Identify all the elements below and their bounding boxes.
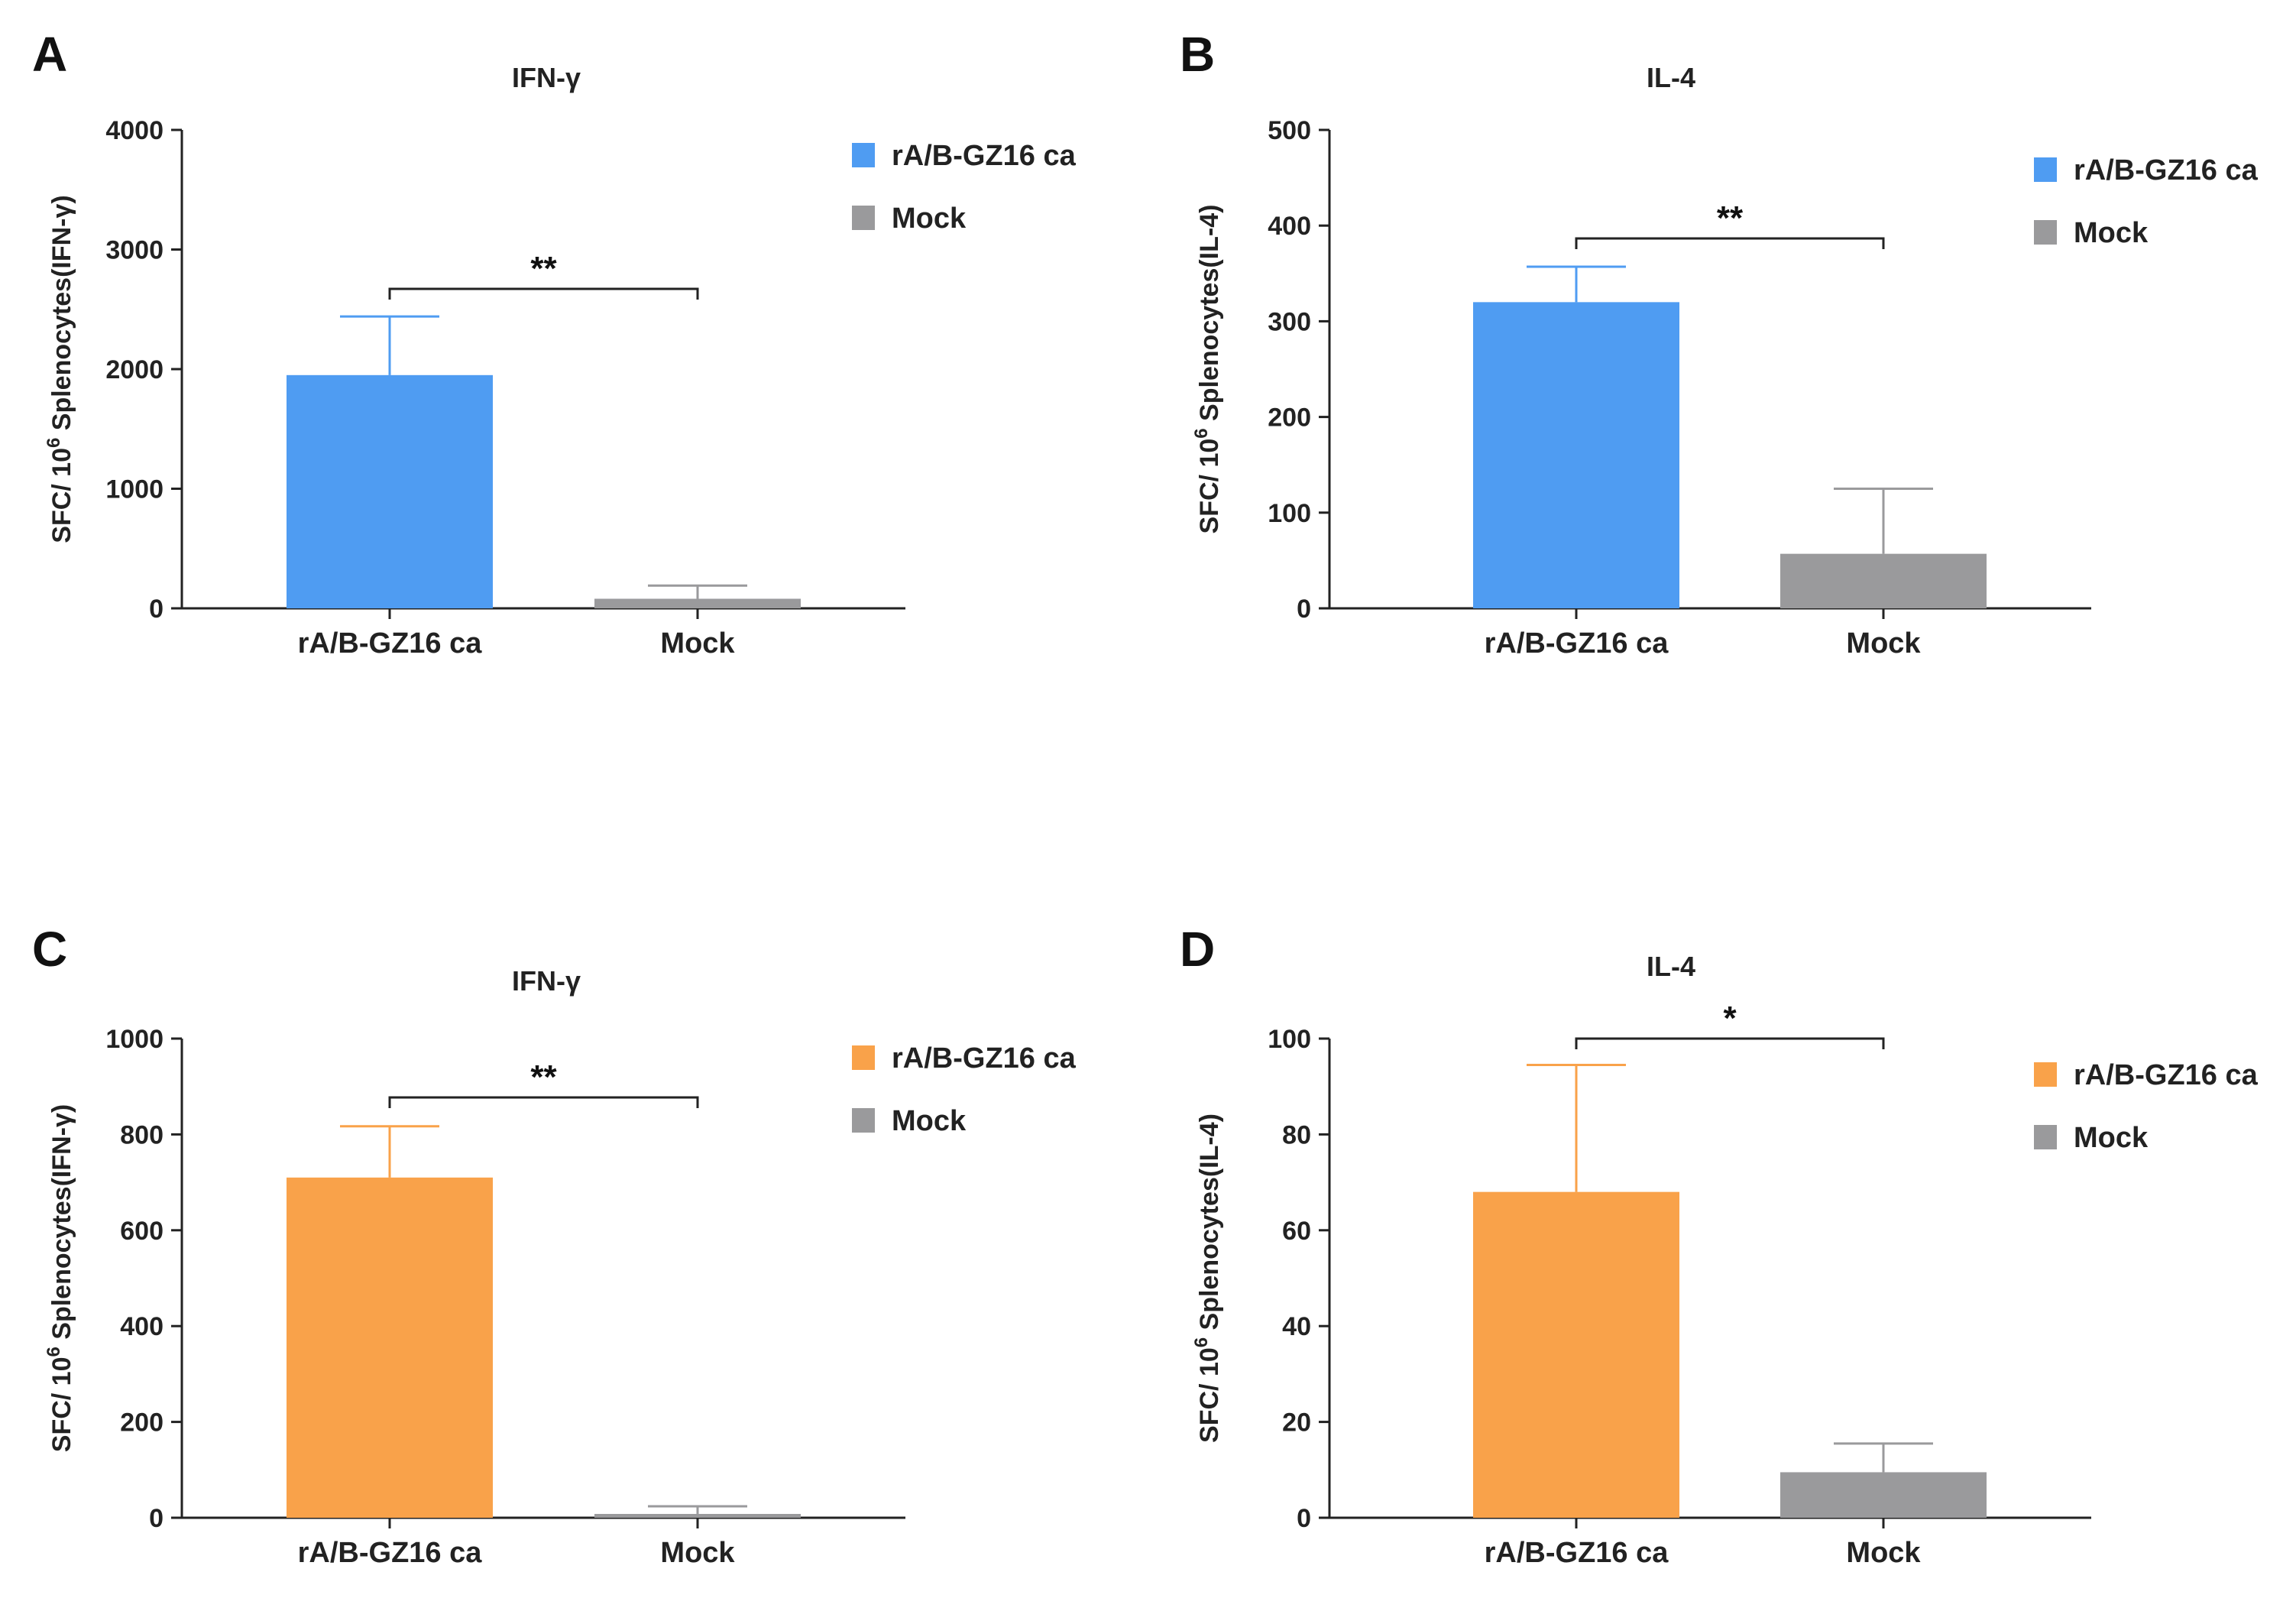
- significance-marker: **: [1717, 199, 1744, 237]
- chart-title: IFN-γ: [512, 965, 581, 997]
- y-tick-label: 0: [1297, 1504, 1311, 1533]
- y-tick-label: 1000: [105, 475, 164, 504]
- bar: [1473, 302, 1679, 608]
- panel-a: A IFN-γ 0 1000 2000 3000 4000 SFC/ 106 Splenocy…: [0, 0, 1148, 799]
- bar: [1780, 553, 1987, 608]
- chart-title: IL-4: [1647, 62, 1695, 93]
- y-tick-label: 600: [120, 1217, 164, 1246]
- y-tick-label: 0: [1297, 595, 1311, 624]
- significance-marker: *: [1723, 1000, 1737, 1037]
- y-tick-label: 200: [120, 1408, 164, 1438]
- y-tick-label: 2000: [105, 355, 164, 384]
- y-axis-label: SFC/ 106 Splenocytes(IL-4): [1191, 1113, 1224, 1443]
- x-tick-label: Mock: [660, 627, 735, 660]
- y-axis-label-superscript: 6: [44, 438, 64, 448]
- y-axis-label-superscript: 6: [44, 1347, 64, 1357]
- y-axis-label-text: SFC/ 10: [47, 1357, 76, 1453]
- significance-bracket: [388, 1096, 699, 1108]
- y-axis-label: SFC/ 106 Splenocytes(IL-4): [1191, 205, 1224, 534]
- legend-swatch: [2034, 1062, 2057, 1087]
- y-axis-label-text: Splenocytes(IL-4): [1195, 205, 1224, 429]
- y-tick-label: 300: [1268, 307, 1311, 336]
- y-axis-label: SFC/ 106 Splenocytes(IFN-γ): [44, 195, 76, 543]
- x-tick-label: rA/B-GZ16 ca: [298, 1537, 483, 1569]
- y-tick-label: 4000: [105, 116, 164, 145]
- legend-swatch: [2034, 220, 2057, 245]
- legend-label: Mock: [892, 203, 967, 235]
- y-tick-label: 1000: [105, 1025, 164, 1054]
- y-tick-label: 500: [1268, 116, 1311, 145]
- x-tick-label: rA/B-GZ16 ca: [1485, 1537, 1669, 1569]
- panel-c: C IFN-γ 0 200 400 600 800 1000 SFC/ 106 Splenocy…: [0, 799, 1148, 1598]
- bar: [1780, 1472, 1987, 1518]
- legend-swatch: [852, 1108, 875, 1133]
- x-tick-label: Mock: [1846, 1537, 1921, 1569]
- chart-svg: A IFN-γ 0 1000 2000 3000 4000 SFC/ 106 Splenocy…: [32, 27, 1077, 660]
- y-axis-label-superscript: 6: [1191, 1337, 1212, 1347]
- legend-label: rA/B-GZ16 ca: [892, 140, 1077, 172]
- y-tick-label: 60: [1282, 1217, 1311, 1246]
- y-tick-label: 0: [149, 595, 164, 624]
- y-tick-label: 80: [1282, 1120, 1311, 1149]
- chart-svg: C IFN-γ 0 200 400 600 800 1000 SFC/ 106 Splenocy…: [32, 922, 1077, 1569]
- chart-title: IFN-γ: [512, 62, 581, 93]
- legend-swatch: [852, 143, 875, 167]
- legend-label: rA/B-GZ16 ca: [2074, 154, 2259, 186]
- y-tick-label: 100: [1268, 1025, 1311, 1054]
- y-tick-label: 800: [120, 1120, 164, 1149]
- y-tick-label: 0: [149, 1504, 164, 1533]
- legend-label: rA/B-GZ16 ca: [2074, 1059, 2259, 1091]
- chart-svg: D IL-4 0 20 40 60 80 100 SFC/ 106 Splenocytes(IL…: [1180, 922, 2259, 1569]
- y-axis-label: SFC/ 106 Splenocytes(IFN-γ): [44, 1104, 76, 1452]
- bar: [287, 1177, 493, 1518]
- significance-marker: **: [530, 1058, 557, 1096]
- panel-label: B: [1180, 27, 1215, 82]
- significance-bracket: [1575, 1037, 1885, 1049]
- y-tick-label: 400: [120, 1312, 164, 1341]
- legend-label: rA/B-GZ16 ca: [892, 1042, 1077, 1075]
- legend-label: Mock: [2074, 217, 2149, 249]
- bar: [287, 374, 493, 608]
- legend-swatch: [2034, 1125, 2057, 1149]
- bar: [594, 598, 801, 608]
- significance-marker: **: [530, 250, 557, 287]
- legend-swatch: [2034, 157, 2057, 182]
- y-axis-label-text: Splenocytes(IL-4): [1195, 1113, 1224, 1337]
- x-tick-label: Mock: [660, 1537, 735, 1569]
- y-tick-label: 3000: [105, 236, 164, 265]
- panel-label: C: [32, 922, 67, 977]
- y-tick-label: 20: [1282, 1408, 1311, 1438]
- panel-b: B IL-4 0 100 200 300 400 500 SFC/ 106 Splenocyte…: [1148, 0, 2295, 799]
- significance-bracket: [388, 287, 699, 300]
- significance-bracket: [1575, 237, 1885, 249]
- y-tick-label: 100: [1268, 499, 1311, 528]
- panel-label: D: [1180, 922, 1215, 977]
- y-tick-label: 40: [1282, 1312, 1311, 1341]
- y-tick-label: 200: [1268, 404, 1311, 433]
- x-tick-label: Mock: [1846, 627, 1921, 660]
- y-axis-label-text: SFC/ 10: [47, 448, 76, 543]
- x-tick-label: rA/B-GZ16 ca: [298, 627, 483, 660]
- legend-label: Mock: [2074, 1122, 2149, 1154]
- chart-title: IL-4: [1647, 951, 1695, 982]
- y-axis-label-superscript: 6: [1191, 428, 1212, 438]
- y-axis-label-text: SFC/ 10: [1195, 1347, 1224, 1443]
- legend-label: Mock: [892, 1105, 967, 1137]
- panel-d: D IL-4 0 20 40 60 80 100 SFC/ 106 Splenocytes(IL…: [1148, 799, 2295, 1598]
- y-axis-label-text: Splenocytes(IFN-γ): [47, 195, 76, 437]
- x-tick-label: rA/B-GZ16 ca: [1485, 627, 1669, 660]
- legend-swatch: [852, 1045, 875, 1070]
- y-axis-label-text: SFC/ 10: [1195, 439, 1224, 534]
- chart-svg: B IL-4 0 100 200 300 400 500 SFC/ 106 Splenocyte…: [1180, 27, 2259, 660]
- legend-swatch: [852, 206, 875, 230]
- panel-label: A: [32, 27, 67, 82]
- bar: [1473, 1191, 1679, 1518]
- y-tick-label: 400: [1268, 212, 1311, 241]
- y-axis-label-text: Splenocytes(IFN-γ): [47, 1104, 76, 1347]
- bar: [594, 1513, 801, 1518]
